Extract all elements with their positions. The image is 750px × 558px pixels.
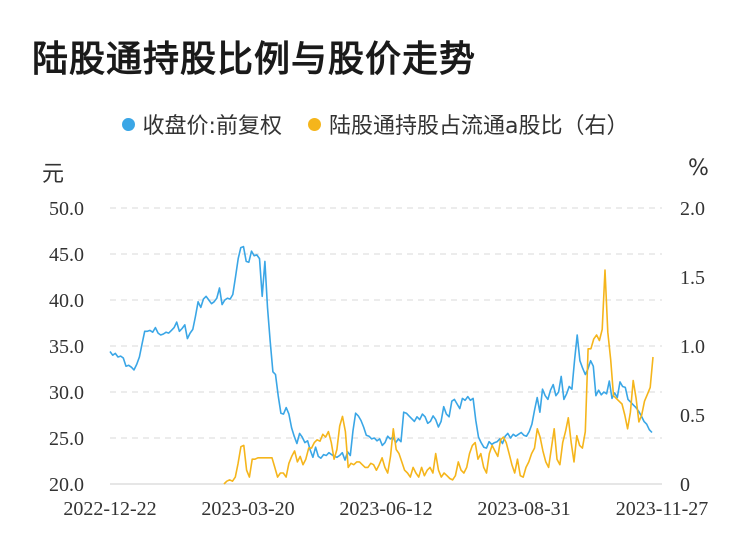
price-series-line bbox=[109, 245, 653, 461]
x-axis-tick-label: 2023-03-20 bbox=[201, 498, 294, 520]
left-axis-tick-label: 45.0 bbox=[49, 244, 84, 266]
left-axis-tick-label: 35.0 bbox=[49, 336, 84, 358]
legend-item-price[interactable]: 收盘价:前复权 bbox=[121, 108, 282, 140]
right-axis-tick-label: 2.0 bbox=[680, 198, 705, 220]
chart-title: 陆股通持股比例与股价走势 bbox=[32, 39, 477, 80]
left-axis-tick-label: 30.0 bbox=[49, 382, 84, 404]
legend-ratio-label: 陆股通持股占流通a股比（右） bbox=[328, 114, 629, 139]
legend-price-dot-icon bbox=[121, 117, 135, 131]
legend: 收盘价:前复权 陆股通持股占流通a股比（右） bbox=[0, 108, 750, 140]
legend-item-ratio[interactable]: 陆股通持股占流通a股比（右） bbox=[307, 108, 629, 140]
x-axis-tick-label: 2023-08-31 bbox=[477, 498, 570, 520]
left-axis-unit: 元 bbox=[42, 162, 65, 187]
ratio-series-line bbox=[223, 269, 654, 485]
left-axis-tick-label: 25.0 bbox=[49, 428, 84, 450]
right-axis-tick-label: 1.0 bbox=[680, 336, 705, 358]
x-axis-tick-label: 2022-12-22 bbox=[63, 498, 156, 520]
left-axis-tick-label: 40.0 bbox=[49, 290, 84, 312]
right-axis-tick-label: 0.5 bbox=[680, 405, 705, 427]
right-axis-tick-label: 1.5 bbox=[680, 267, 705, 289]
x-axis-tick-label: 2023-06-12 bbox=[339, 498, 432, 520]
left-axis-tick-label: 20.0 bbox=[49, 474, 84, 496]
x-axis-tick-label: 2023-11-27 bbox=[616, 498, 709, 520]
right-axis-tick-label: 0 bbox=[680, 474, 690, 496]
right-axis-unit: % bbox=[688, 156, 709, 181]
left-axis-tick-label: 50.0 bbox=[49, 198, 84, 220]
legend-price-label: 收盘价:前复权 bbox=[142, 114, 282, 139]
legend-ratio-dot-icon bbox=[307, 117, 321, 131]
